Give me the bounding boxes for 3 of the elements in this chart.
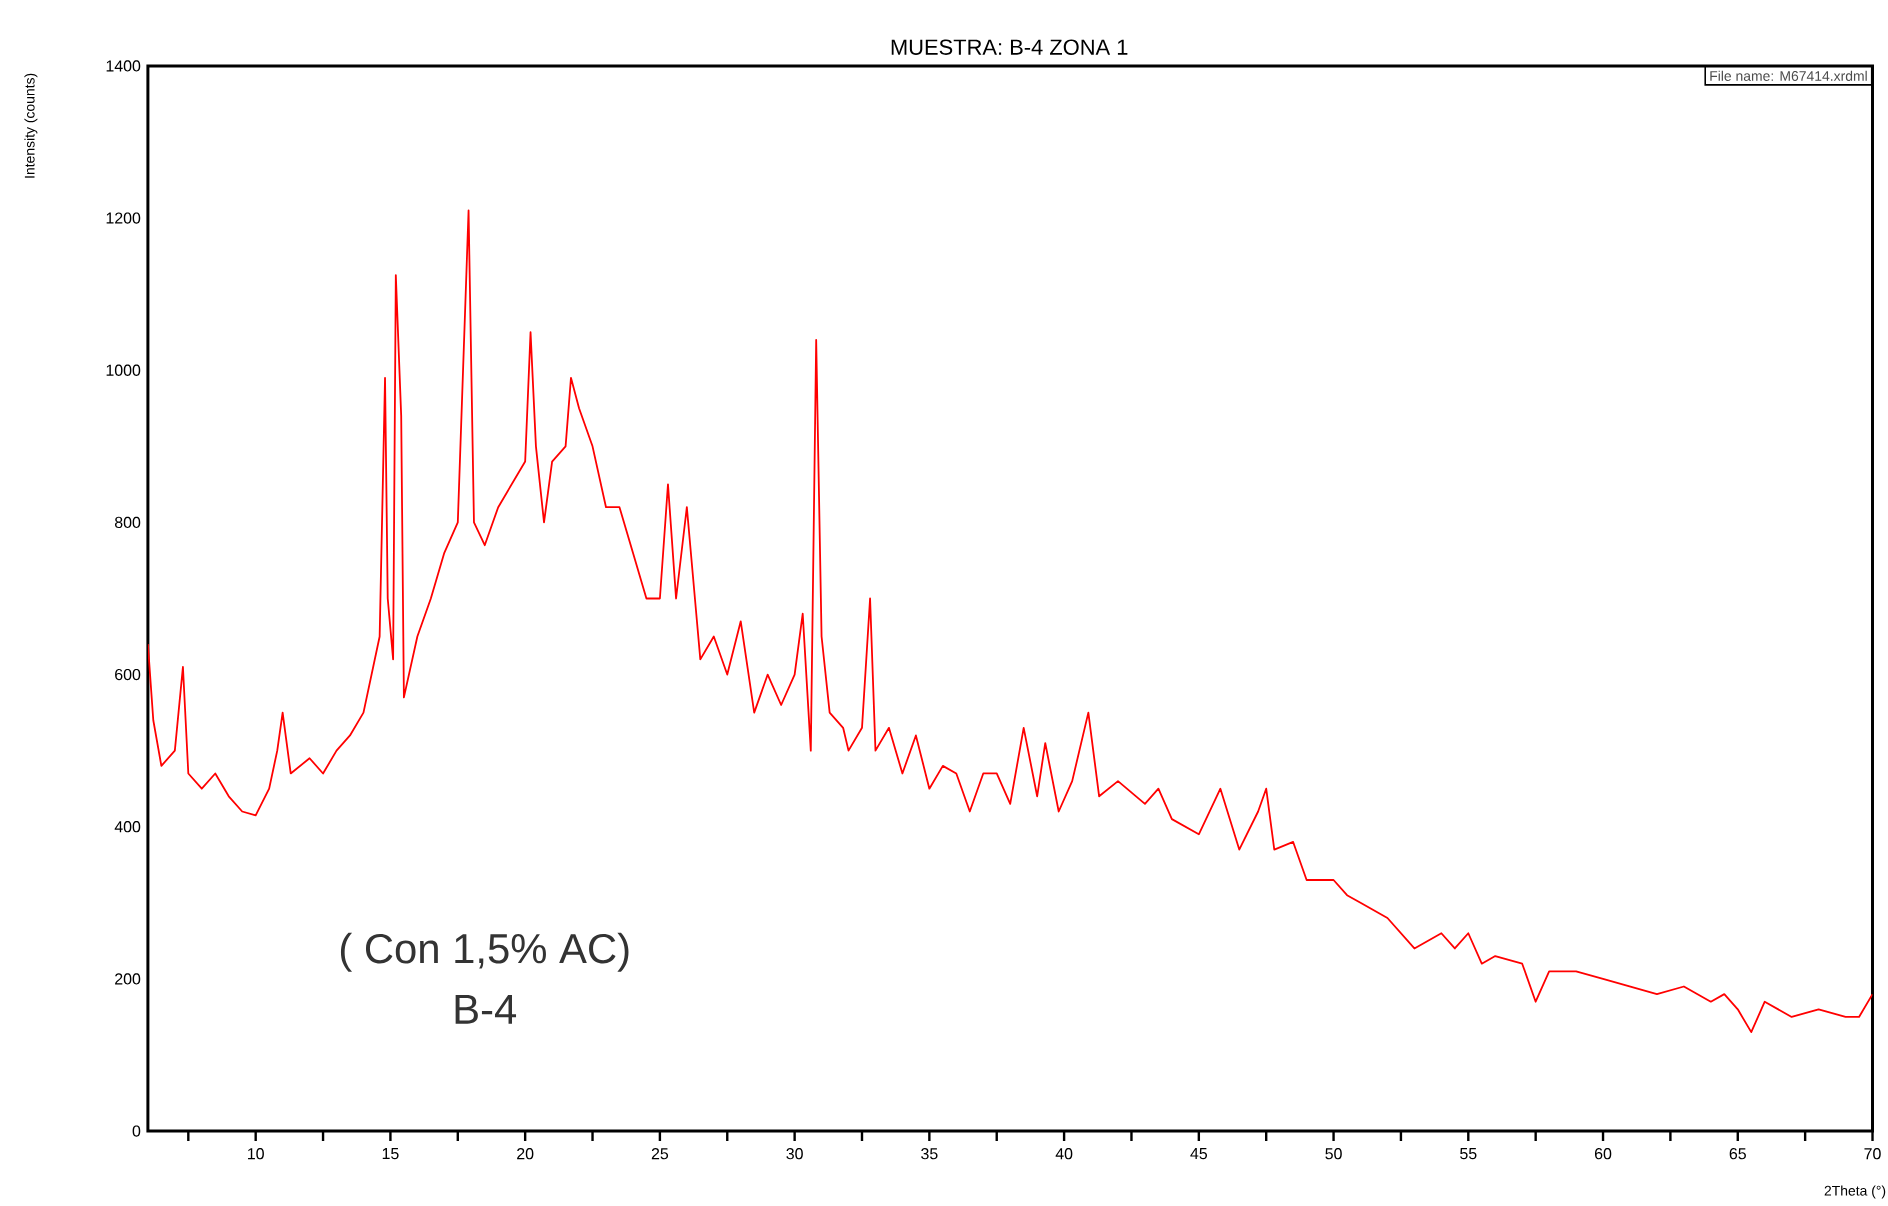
- annotation: ( Con 1,5% AC): [340, 933, 629, 973]
- annotation: B-4: [455, 995, 517, 1025]
- chart-title: MUESTRA: B-4 ZONA 1: [891, 39, 1128, 56]
